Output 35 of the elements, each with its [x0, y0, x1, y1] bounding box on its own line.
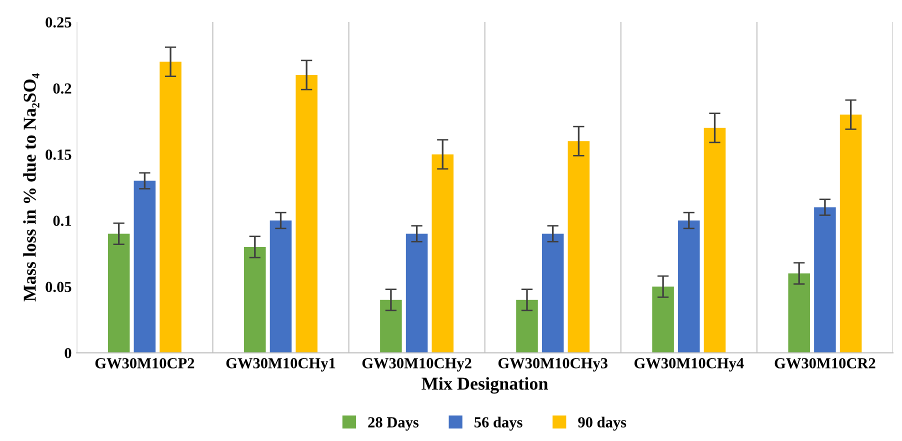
legend-label: 28 Days	[368, 417, 419, 431]
legend-label: 90 days	[578, 416, 626, 431]
y-tick-label: 0.2	[53, 83, 72, 94]
x-tick-label: GW30M10CHy3	[498, 358, 608, 372]
bar	[814, 207, 836, 353]
y-tick-label: 0.05	[46, 282, 72, 292]
y-tick-label: 0.15	[46, 149, 72, 160]
y-tick-label: 0.1	[53, 216, 72, 226]
bar	[516, 300, 538, 353]
bar	[160, 62, 182, 353]
y-tick-label: 0.25	[46, 17, 72, 28]
bar	[244, 246, 266, 353]
legend-label: 56 days	[474, 416, 522, 431]
bar	[678, 220, 700, 353]
x-tick-label: GW30M10CHy2	[362, 358, 472, 372]
x-tick-label: GW30M10CHy1	[226, 358, 336, 372]
bar	[296, 74, 318, 353]
bar	[652, 286, 674, 353]
x-tick-label: GW30M10CP2	[95, 358, 194, 368]
y-tick-label: 0	[64, 348, 72, 358]
bar	[380, 300, 402, 353]
bar	[568, 141, 590, 353]
bar	[788, 273, 810, 353]
bar	[270, 220, 292, 353]
bar	[432, 154, 454, 353]
bar	[134, 180, 156, 353]
bar	[704, 128, 726, 353]
bar	[840, 114, 862, 353]
y-axis-title: Mass loss in % due to Na₂SO₄	[23, 73, 40, 302]
bar	[108, 234, 130, 353]
x-axis-title: Mix Designation	[422, 377, 548, 394]
bar	[406, 234, 428, 353]
x-tick-label: GW30M10CHy4	[634, 358, 744, 372]
x-tick-label: GW30M10CR2	[774, 358, 876, 368]
bar	[542, 234, 564, 353]
